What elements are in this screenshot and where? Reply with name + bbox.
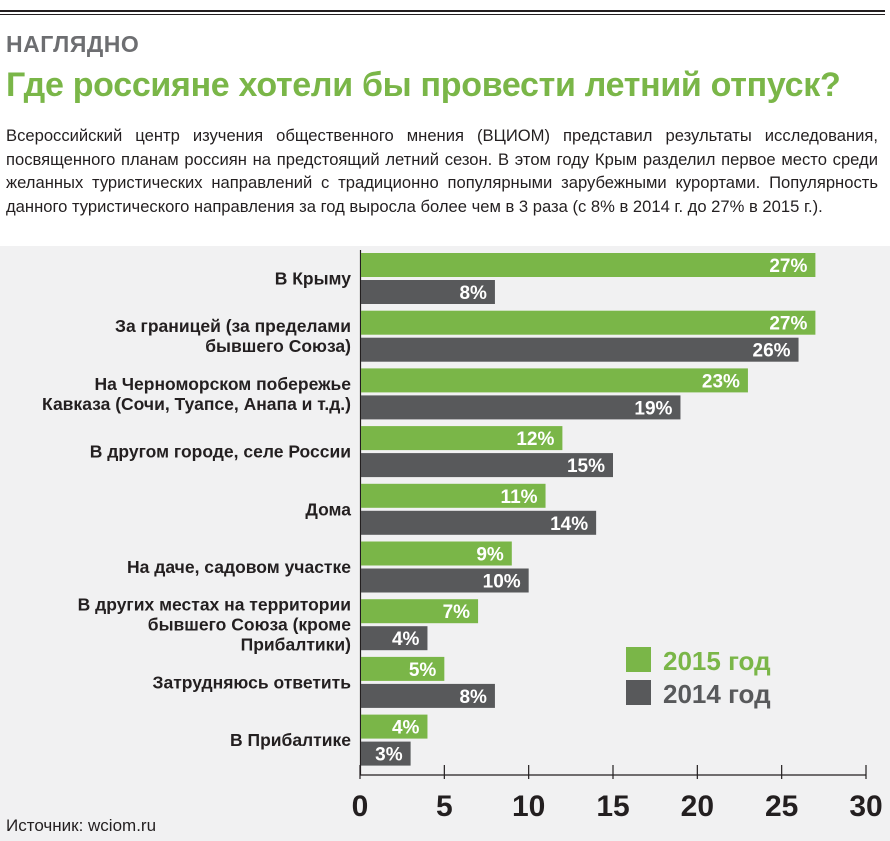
- bar-2014: [361, 683, 495, 708]
- bar-2015: [361, 368, 748, 393]
- bar-2014: [361, 626, 428, 651]
- category-label: В других местах на территории: [78, 595, 351, 615]
- legend-label: 2014 год: [663, 679, 771, 709]
- bar-value-label: 9%: [476, 545, 504, 566]
- bar-2014: [361, 453, 613, 478]
- category-label: бывшего Союза (кроме: [148, 615, 351, 635]
- x-tick-label: 0: [352, 790, 369, 823]
- lead-paragraph: Всероссийский центр изучения общественно…: [6, 126, 878, 216]
- category-label: В Крыму: [275, 269, 352, 289]
- category-label: В другом городе, селе России: [90, 442, 351, 462]
- bar-2015: [361, 541, 512, 566]
- bar-2014: [361, 337, 799, 362]
- legend-label: 2015 год: [663, 646, 771, 676]
- bar-value-label: 10%: [483, 572, 521, 593]
- category-label: Кавказа (Сочи, Туапсе, Анапа и т.д.): [42, 394, 351, 414]
- bar-value-label: 14%: [550, 514, 588, 535]
- page-title: Где россияне хотели бы провести летний о…: [6, 66, 841, 104]
- x-tick-label: 15: [596, 790, 629, 823]
- bar-2014: [361, 395, 681, 420]
- rubric: НАГЛЯДНО: [6, 31, 140, 57]
- x-tick-label: 5: [436, 790, 453, 823]
- bar-2015: [361, 483, 546, 508]
- bar-value-label: 19%: [634, 398, 672, 419]
- bar-value-label: 26%: [753, 341, 791, 362]
- category-label: В Прибалтике: [230, 730, 351, 750]
- source-note: Источник: wciom.ru: [6, 816, 157, 835]
- bar-value-label: 8%: [459, 687, 487, 708]
- x-tick-label: 30: [849, 790, 882, 823]
- bar-value-label: 12%: [516, 429, 554, 450]
- bar-value-label: 23%: [702, 371, 740, 392]
- bar-2015: [361, 599, 479, 624]
- bar-value-label: 27%: [769, 314, 807, 335]
- category-label: За границей (за пределами: [115, 316, 351, 336]
- legend-swatch-2015: [626, 647, 651, 672]
- category-label: На Черноморском побережье: [95, 374, 352, 394]
- bar-2014: [361, 510, 597, 535]
- bar-2014: [361, 280, 495, 304]
- category-label: На даче, садовом участке: [127, 557, 351, 577]
- bar-value-label: 15%: [567, 456, 605, 477]
- category-label: Прибалтики): [241, 635, 351, 655]
- bar-2014: [361, 741, 411, 766]
- x-tick-label: 25: [765, 790, 798, 823]
- bar-value-label: 7%: [443, 602, 471, 623]
- bar-value-label: 4%: [392, 718, 420, 739]
- bar-2015: [361, 426, 563, 451]
- top-rule-thin: [0, 14, 885, 15]
- x-tick-label: 10: [512, 790, 545, 823]
- bar-value-label: 27%: [769, 256, 807, 277]
- bar-2015: [361, 714, 428, 739]
- bar-2015: [361, 656, 445, 681]
- legend-swatch-2014: [626, 680, 651, 705]
- bar-2015: [361, 253, 816, 277]
- top-rule: [0, 10, 885, 12]
- bar-value-label: 11%: [501, 487, 538, 508]
- bar-value-label: 3%: [375, 745, 403, 766]
- bar-value-label: 5%: [409, 660, 437, 681]
- bar-value-label: 8%: [459, 283, 487, 304]
- category-label: Затрудняюсь ответить: [153, 672, 352, 692]
- bar-2015: [361, 310, 816, 335]
- bar-value-label: 4%: [392, 629, 420, 650]
- x-tick-label: 20: [681, 790, 714, 823]
- bar-2014: [361, 568, 529, 593]
- category-label: Дома: [305, 499, 351, 519]
- category-label: бывшего Союза): [205, 336, 351, 356]
